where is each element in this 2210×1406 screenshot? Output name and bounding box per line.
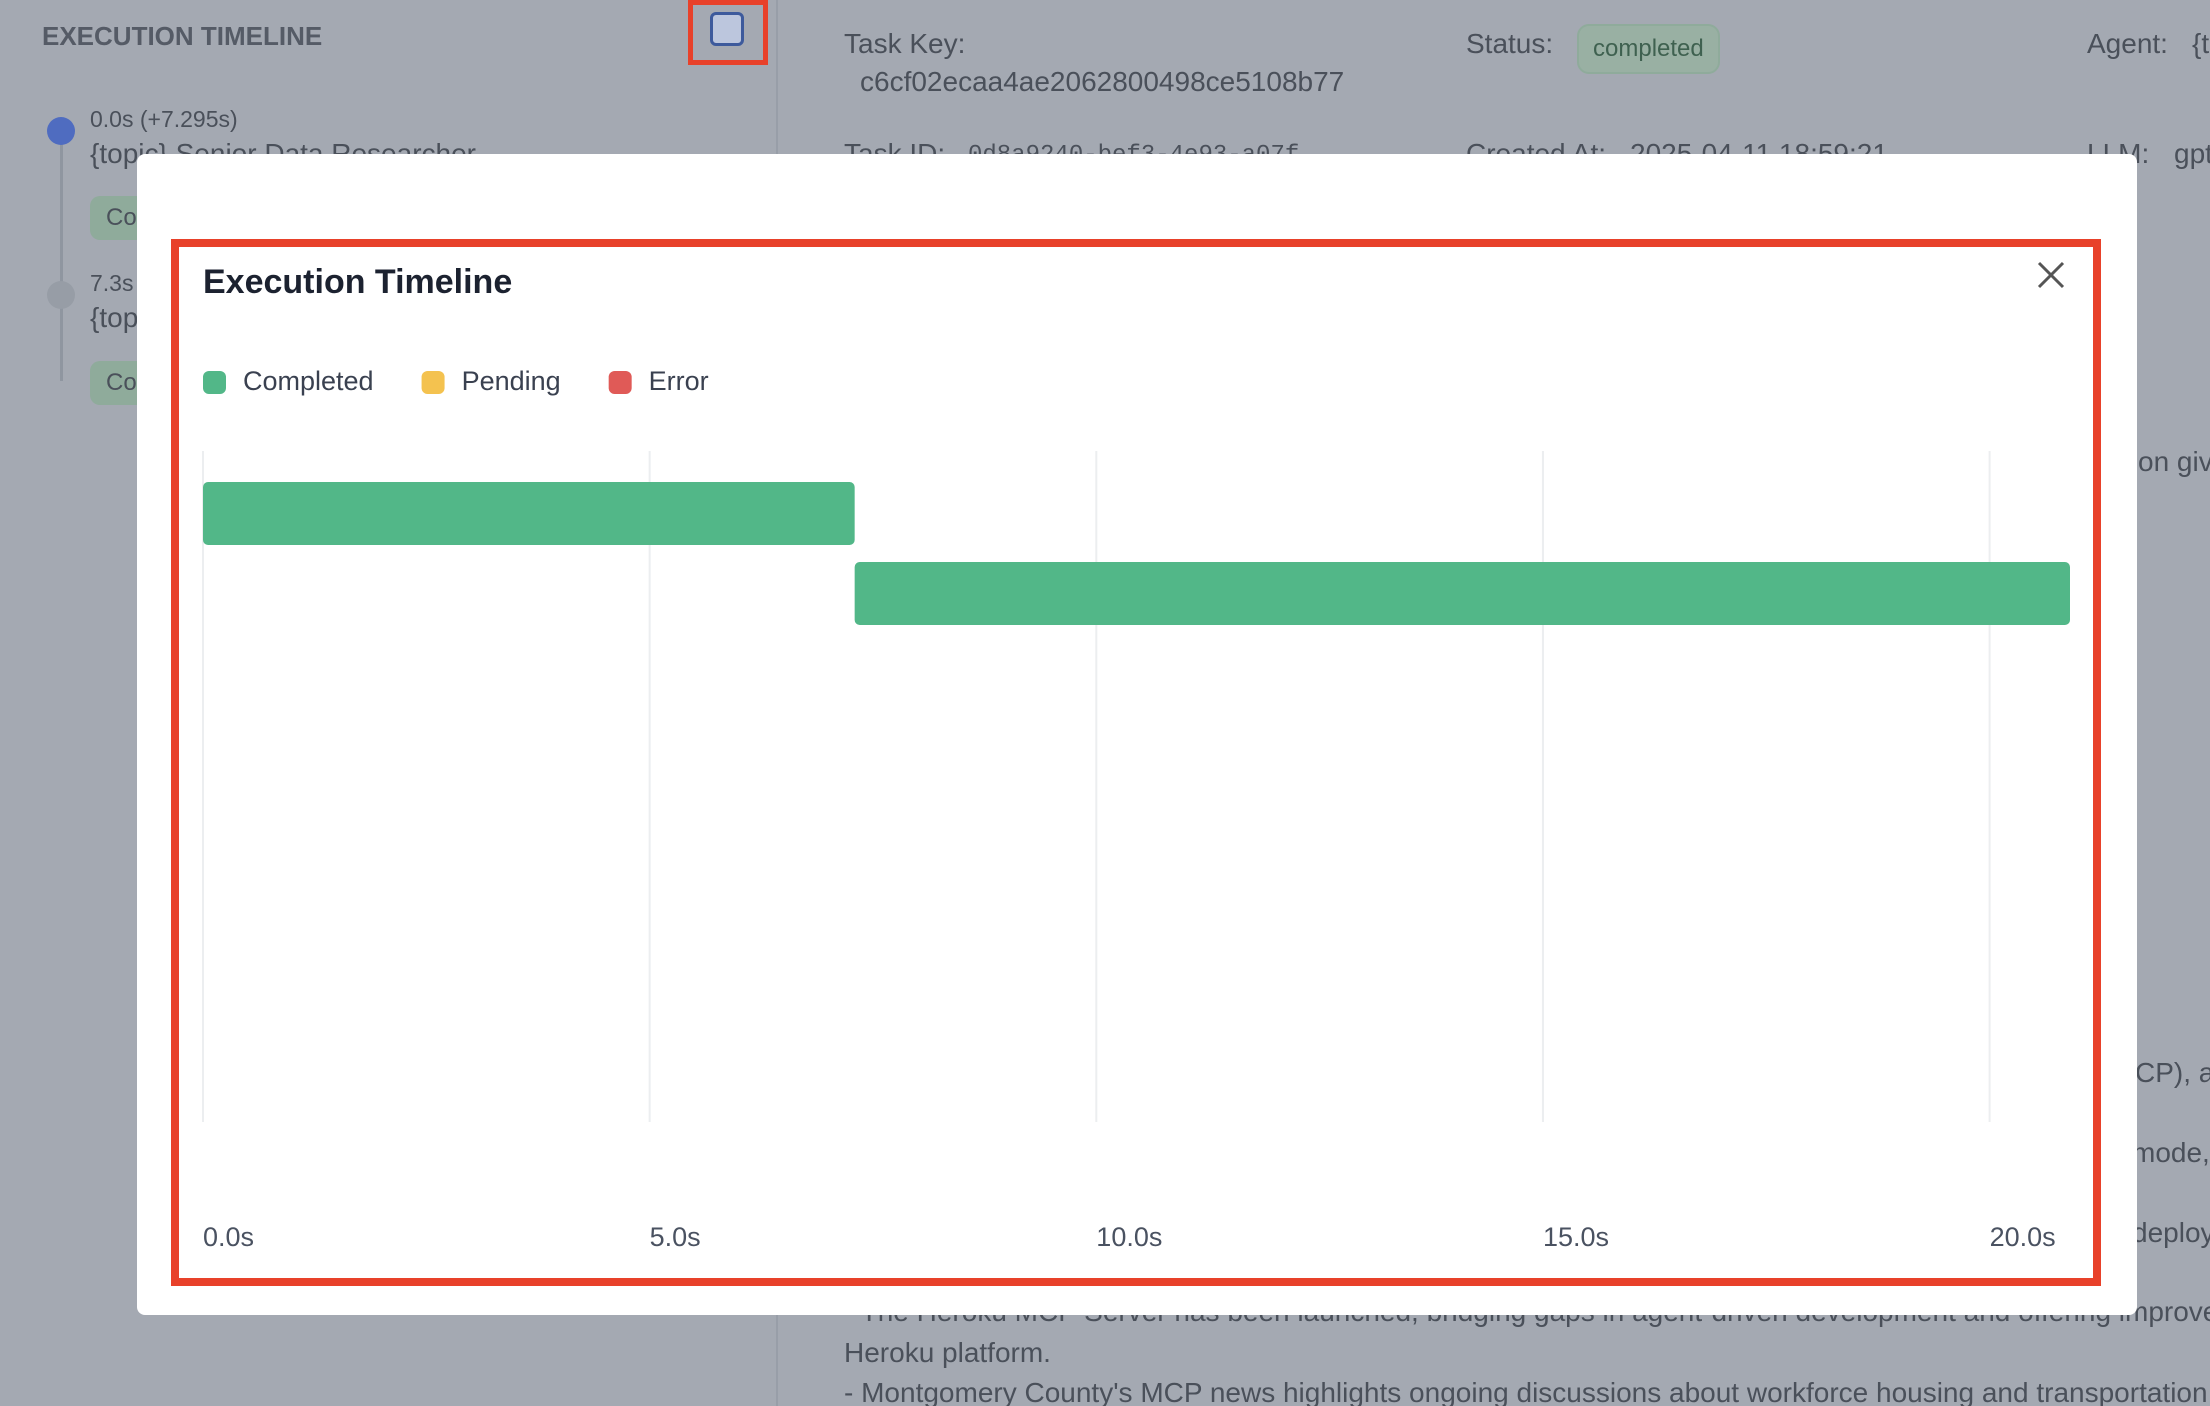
status-badge: completed [1577, 24, 1720, 74]
timeline-dot [47, 281, 75, 309]
text-fragment: deploy [2132, 1217, 2210, 1248]
item-time: 7.3s [90, 270, 134, 296]
legend-marker [421, 371, 445, 394]
x-tick-label: 0.0s [203, 1222, 254, 1252]
text-fragment: on giv [2138, 446, 2210, 477]
item-time: 0.0s (+7.295s) [90, 106, 238, 132]
field-label: Agent: [2087, 28, 2168, 59]
legend-label: Completed [243, 366, 374, 396]
timeline-dot [47, 117, 75, 145]
highlight [171, 239, 2101, 1286]
x-tick-label: 10.0s [1096, 1222, 1162, 1252]
legend-marker [203, 371, 226, 394]
x-tick-label: 20.0s [1990, 1222, 2056, 1252]
chart-button[interactable] [710, 12, 744, 46]
timeline-line [60, 131, 63, 381]
content-line: Heroku platform. [844, 1337, 1051, 1368]
legend-label: Error [649, 366, 709, 396]
legend-marker [608, 371, 632, 394]
legend-label: Pending [462, 366, 561, 396]
bar [203, 482, 855, 545]
x-tick-label: 15.0s [1543, 1222, 1609, 1252]
field-value: c6cf02ecaa4ae2062800498ce5108b77 [860, 66, 1345, 97]
text-fragment: mode, [2132, 1137, 2210, 1168]
chart-title: Execution Timeline [203, 263, 512, 301]
field-label: Status: [1466, 28, 1554, 59]
sidebar-title: EXECUTION TIMELINE [42, 21, 323, 51]
close-button[interactable] [2037, 261, 2065, 289]
highlight [688, 0, 768, 65]
text-fragment: CP), a [2135, 1057, 2210, 1088]
bar [854, 562, 2071, 625]
field-value: gpt [2174, 138, 2210, 169]
field-label: Task Key: [844, 28, 966, 59]
content-line: - Montgomery County's MCP news highlight… [844, 1377, 2208, 1406]
modal [137, 154, 2137, 1315]
x-tick-label: 5.0s [650, 1222, 701, 1252]
field-value: {topic} [2192, 28, 2210, 59]
